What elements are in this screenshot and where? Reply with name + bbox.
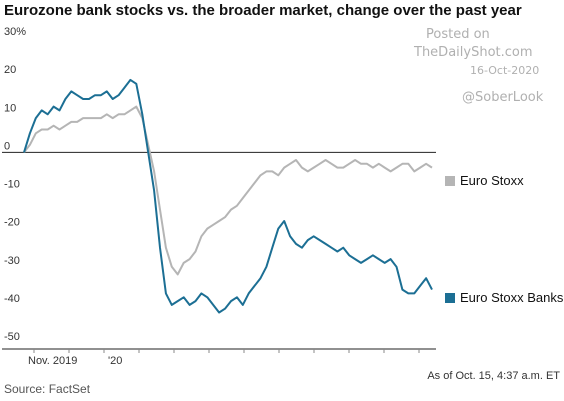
series-line-euro-stoxx-banks [23,78,433,314]
watermark-posted: Posted on [426,27,490,42]
watermark-date: 16-Oct-2020 [470,64,540,77]
y-tick-label: 20 [4,64,16,76]
series-line-euro-stoxx [23,105,433,276]
y-tick-label: -10 [4,179,20,191]
y-tick-label: -20 [4,217,20,229]
y-tick-label: -30 [4,255,20,267]
timestamp-note: As of Oct. 15, 4:37 a.m. ET [427,370,560,382]
watermark-site: TheDailyShot.com [414,45,533,60]
watermark-handle: @SoberLook [462,90,544,105]
legend-item-euro-stoxx: Euro Stoxx [445,173,524,188]
source-note: Source: FactSet [4,382,91,396]
x-tick-label: '20 [108,355,122,367]
y-tick-label: 10 [4,102,16,114]
legend-label-euro-stoxx: Euro Stoxx [460,173,524,188]
y-tick-label: -40 [4,293,20,305]
legend-label-euro-stoxx-banks: Euro Stoxx Banks [460,290,564,305]
legend-item-euro-stoxx-banks: Euro Stoxx Banks [445,290,563,305]
y-tick-label: 0 [4,140,10,152]
y-tick-label: -50 [4,331,20,343]
legend-swatch-euro-stoxx [445,175,455,186]
legend-swatch-euro-stoxx-banks [445,292,455,303]
y-tick-label: 30% [4,26,26,38]
chart-title: Eurozone bank stocks vs. the broader mar… [4,2,522,19]
x-tick-label: Nov. 2019 [28,355,77,367]
